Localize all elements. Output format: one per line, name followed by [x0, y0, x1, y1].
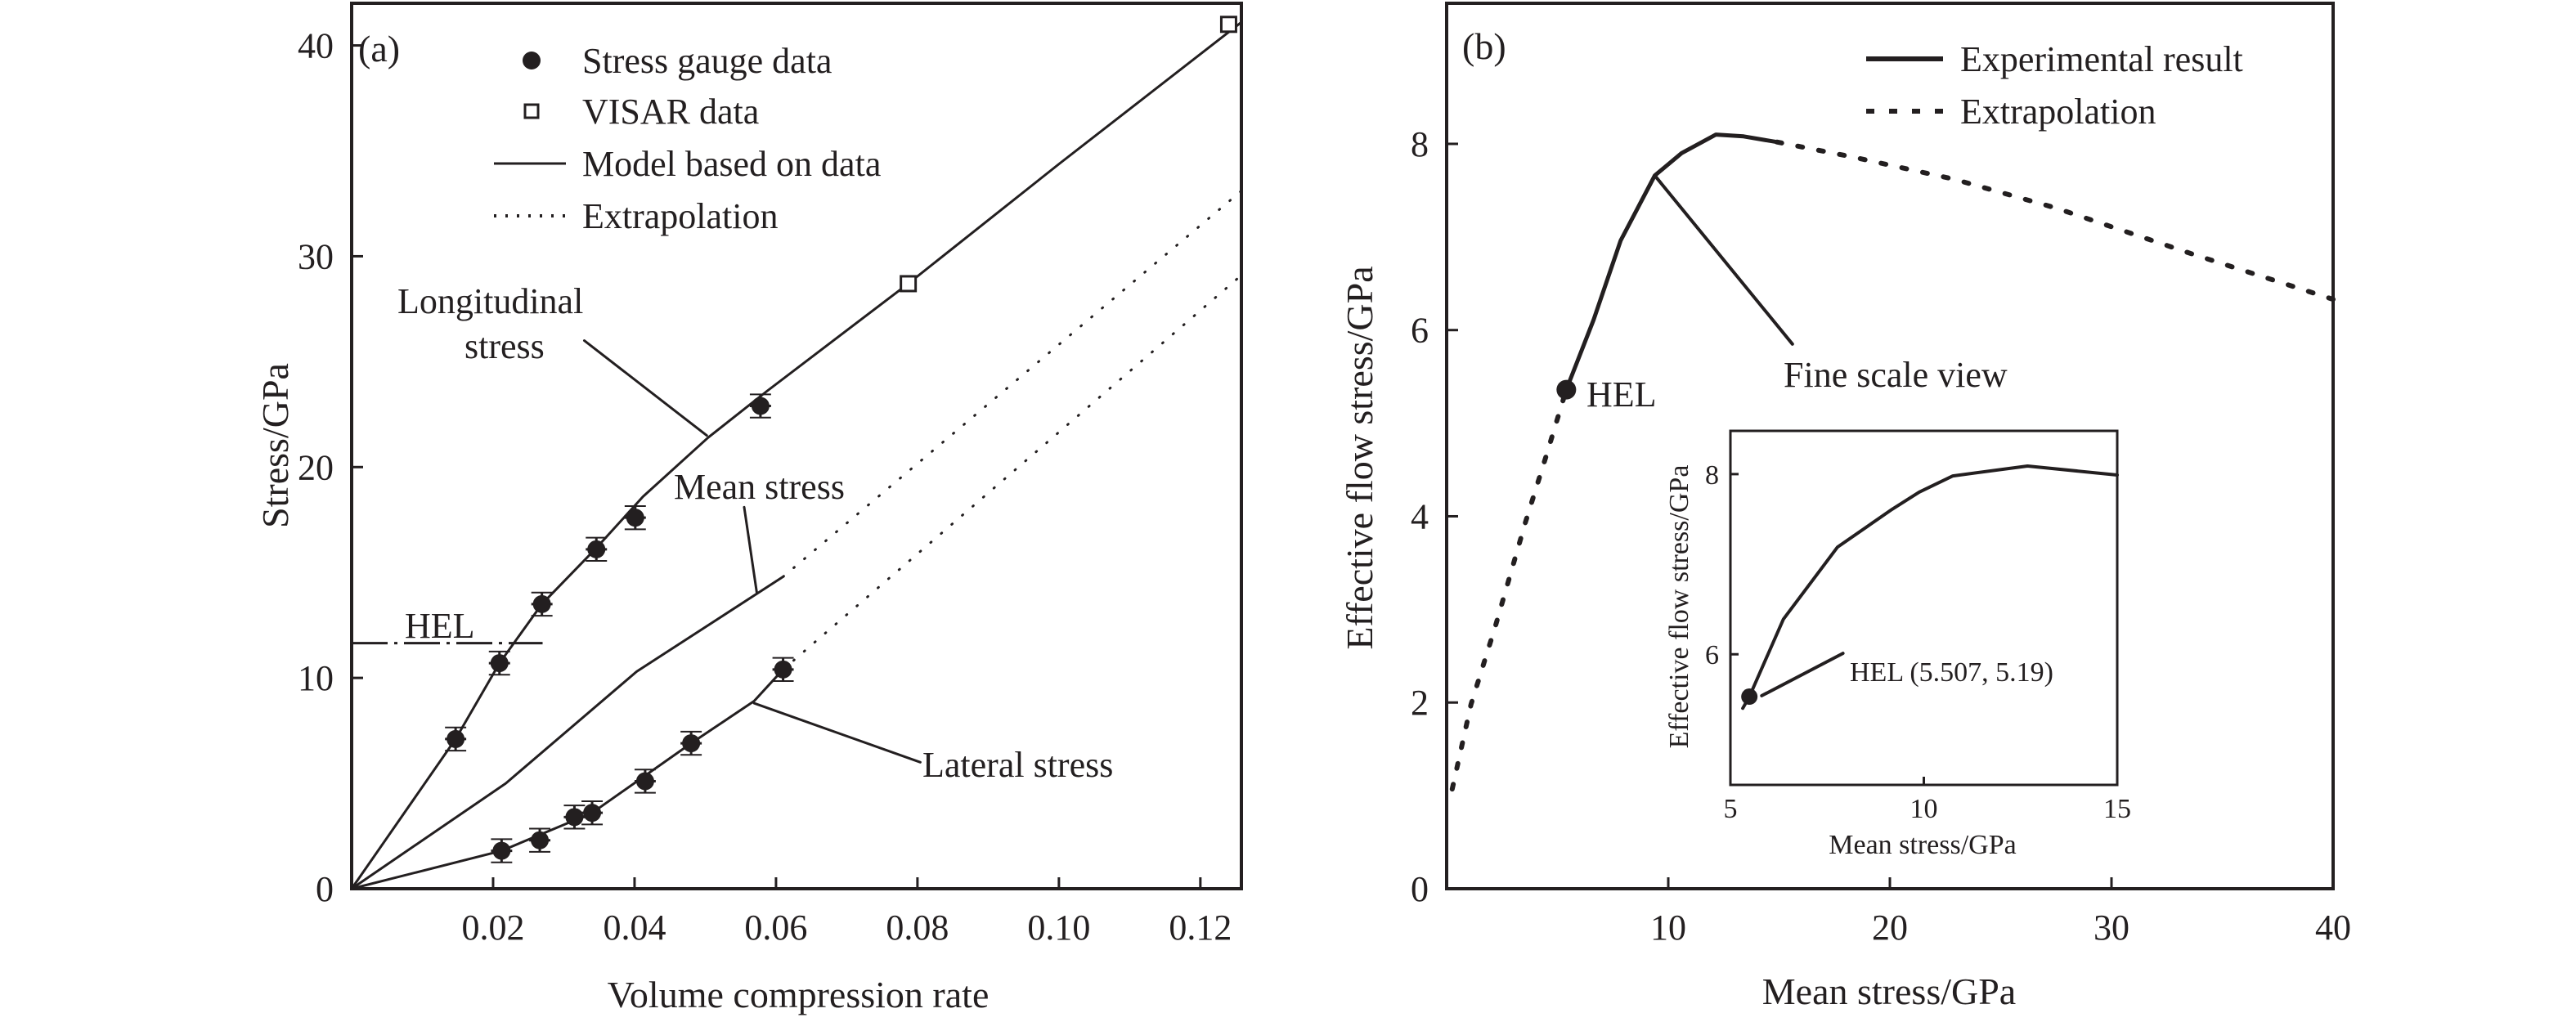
- series-line-lateral-stress-dotted: [782, 274, 1243, 671]
- panel-a: (a) 0.02 0.04 0.06 0.08 0.10 0.12 0 10 20 30 40 Vo…: [254, 2, 1243, 1015]
- y-tick-label: 6: [1705, 640, 1719, 670]
- hel-annotation-a: HEL: [405, 606, 475, 646]
- y-tick-label: 0: [316, 869, 334, 909]
- stress-gauge-point: [626, 509, 644, 527]
- y-tick-label: 8: [1705, 460, 1719, 491]
- legend-model-label: Model based on data: [582, 144, 881, 184]
- visar-point: [900, 275, 918, 293]
- y-tick-label: 10: [298, 658, 334, 698]
- leader-line-mean: [743, 505, 759, 595]
- series-line-extrapolation: [1774, 139, 2336, 303]
- lateral-stress-annotation: Lateral stress: [922, 745, 1113, 785]
- y-tick-label: 0: [1411, 869, 1429, 909]
- x-tick-label: 0.10: [1027, 908, 1090, 948]
- y-tick-label: 4: [1411, 496, 1429, 536]
- x-tick-label: 0.04: [603, 908, 666, 948]
- panel-b-y-axis-label: Effective flow stress/GPa: [1339, 266, 1380, 649]
- x-tick-label: 5: [1724, 794, 1738, 824]
- inset-y-axis-label: Effective flow stress/GPa: [1664, 465, 1694, 749]
- stress-gauge-point: [583, 804, 602, 823]
- legend-visar-marker: [523, 103, 540, 119]
- inset-curve: [1741, 464, 2119, 710]
- fine-scale-view-annotation: Fine scale view: [1784, 355, 2008, 395]
- stress-gauge-point: [635, 772, 654, 791]
- panel-b: (b) 10 20 30 40 0 2 4 6 8 Mean stress/GPa Effect…: [1339, 2, 2351, 1012]
- legend-stress-gauge-label: Stress gauge data: [582, 41, 832, 81]
- series-line-experimental-result: [1564, 132, 1779, 392]
- panel-b-legend: Experimental result Extrapolation: [1866, 39, 2243, 132]
- stress-gauge-point: [587, 540, 606, 558]
- leader-line-lateral: [752, 702, 922, 764]
- series-line-extrapolation: [1449, 387, 1569, 792]
- x-tick-label: 10: [1650, 908, 1686, 948]
- stress-gauge-point: [447, 729, 465, 748]
- panel-a-x-axis-label: Volume compression rate: [608, 974, 990, 1015]
- y-tick-label: 8: [1411, 124, 1429, 164]
- x-tick-label: 30: [2094, 908, 2129, 948]
- inset-chart: 5 10 15 6 8 Mean stress/GPa Effective flow s…: [1664, 429, 2131, 860]
- mean-stress-annotation: Mean stress: [674, 467, 845, 507]
- stress-gauge-point: [492, 841, 511, 860]
- x-tick-label: 20: [1872, 908, 1908, 948]
- inset-x-axis-label: Mean stress/GPa: [1829, 830, 2016, 860]
- legend-visar-label: VISAR data: [582, 92, 759, 132]
- x-tick-label: 15: [2103, 794, 2131, 824]
- legend-experimental-label: Experimental result: [1960, 39, 2243, 79]
- leader-line-longitudinal: [583, 339, 708, 437]
- legend-stress-gauge-marker: [523, 52, 541, 69]
- stress-gauge-point: [531, 831, 550, 849]
- hel-annotation-b: HEL: [1586, 374, 1657, 415]
- stress-gauge-point: [774, 660, 792, 679]
- x-tick-label: 0.12: [1169, 908, 1232, 948]
- x-tick-label: 40: [2315, 908, 2351, 948]
- inset-frame: [1729, 429, 2119, 787]
- stress-gauge-point: [682, 734, 701, 753]
- longitudinal-annotation-2: stress: [464, 326, 545, 366]
- panel-a-legend: Stress gauge data VISAR data Model based…: [494, 41, 881, 236]
- panel-a-frame: [350, 2, 1243, 890]
- panel-b-x-axis-label: Mean stress/GPa: [1762, 970, 2016, 1012]
- panel-a-y-axis-label: Stress/GPa: [254, 363, 296, 528]
- panel-a-label: (a): [358, 28, 400, 69]
- stress-gauge-point: [532, 594, 551, 613]
- stress-gauge-point: [751, 397, 770, 415]
- x-tick-label: 0.02: [461, 908, 524, 948]
- inset-hel-leader-line: [1760, 652, 1845, 697]
- y-tick-label: 40: [298, 26, 334, 66]
- x-tick-label: 0.08: [886, 908, 949, 948]
- hel-point: [1556, 379, 1577, 400]
- y-tick-label: 2: [1411, 683, 1429, 723]
- longitudinal-annotation-1: Longitudinal: [397, 281, 583, 321]
- x-tick-label: 0.06: [744, 908, 807, 948]
- legend-b-extrapolation-label: Extrapolation: [1960, 92, 2156, 132]
- x-tick-label: 10: [1910, 794, 1938, 824]
- series-line-lateral-stress-solid: [350, 668, 785, 890]
- visar-point: [1219, 16, 1237, 34]
- inset-hel-point: [1741, 688, 1758, 706]
- legend-extrapolation-label: Extrapolation: [582, 196, 779, 236]
- series-line-longitudinal-stress-solid: [350, 20, 1243, 890]
- series-line-mean-stress-dotted: [782, 190, 1243, 578]
- inset-hel-annotation: HEL (5.507, 5.19): [1850, 657, 2053, 688]
- stress-gauge-point: [490, 654, 509, 673]
- stress-gauge-point: [565, 808, 584, 827]
- series-line-mean-stress-solid: [350, 575, 785, 890]
- leader-line-fine-scale: [1653, 173, 1794, 346]
- y-tick-label: 6: [1411, 311, 1429, 351]
- y-tick-label: 30: [298, 236, 334, 276]
- panel-b-label: (b): [1462, 25, 1506, 67]
- y-tick-label: 20: [298, 447, 334, 487]
